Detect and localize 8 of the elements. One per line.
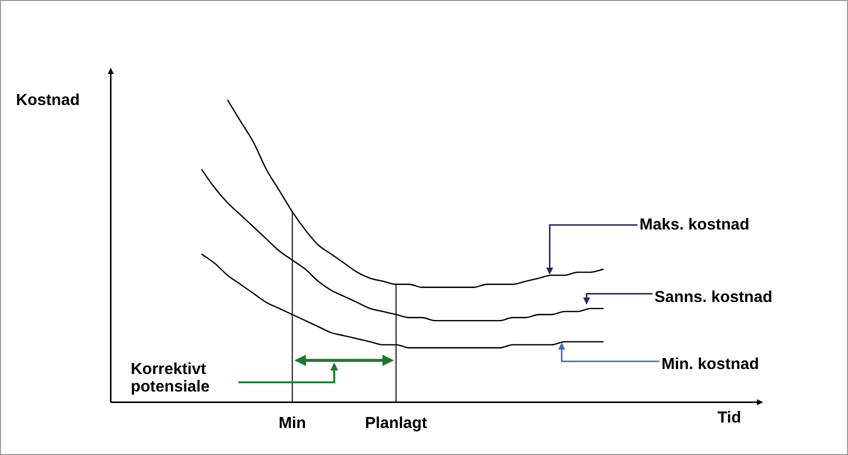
x-axis-title: Tid [717, 410, 742, 427]
text: Sanns. kostnad [654, 289, 772, 306]
text: Maks. kostnad [639, 216, 750, 234]
annotation: Korrektivt potensiale [130, 360, 210, 396]
text: Min. kostnad [661, 356, 759, 373]
x-tick-label: Min [278, 415, 306, 432]
y-axis-title: Kostnad [16, 92, 80, 109]
x-tick-label: Planlagt [365, 415, 428, 432]
